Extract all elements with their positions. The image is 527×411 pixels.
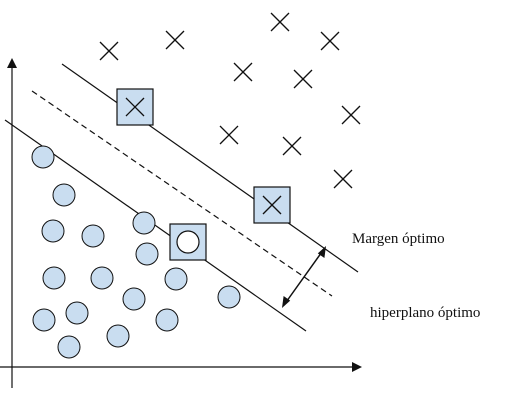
axes <box>0 58 362 388</box>
support-vector-circle <box>169 223 207 261</box>
x-point <box>282 136 302 156</box>
circle-point <box>81 224 105 248</box>
x-point <box>219 125 239 145</box>
lower-margin-line <box>4 119 307 332</box>
x-point <box>165 30 185 50</box>
circle-point <box>122 287 146 311</box>
circle-point <box>106 324 130 348</box>
circle-point <box>57 335 81 359</box>
circle-point <box>32 308 56 332</box>
margin-arrow <box>283 248 325 306</box>
circle-point <box>52 183 76 207</box>
x-point <box>320 31 340 51</box>
optimal-hyperplane-label: hiperplano óptimo <box>370 305 481 321</box>
circle-point <box>135 242 159 266</box>
circle-point <box>31 145 55 169</box>
circle-point <box>90 266 114 290</box>
circle-point <box>65 301 89 325</box>
optimal-margin-label: Margen óptimo <box>352 231 445 247</box>
x-point <box>293 69 313 89</box>
x-point <box>270 12 290 32</box>
support-vectors <box>116 88 291 261</box>
support-vector-cross-bottom <box>253 186 291 224</box>
upper-margin-line <box>61 63 359 273</box>
x-point <box>341 105 361 125</box>
x-point <box>233 62 253 82</box>
x-point <box>99 41 119 61</box>
circle-point <box>155 308 179 332</box>
circle-point <box>164 267 188 291</box>
margin-arrow-head-bottom <box>282 296 291 308</box>
support-vector-cross-top <box>116 88 154 126</box>
class-x-points <box>99 12 361 189</box>
optimal-hyperplane-line <box>31 90 333 297</box>
circle-point <box>41 219 65 243</box>
circle-point <box>42 266 66 290</box>
class-circle-points <box>31 145 241 359</box>
x-point <box>333 169 353 189</box>
circle-point <box>217 285 241 309</box>
margin-arrow-head-top <box>317 246 326 258</box>
circle-point <box>132 211 156 235</box>
decision-lines <box>4 63 359 332</box>
